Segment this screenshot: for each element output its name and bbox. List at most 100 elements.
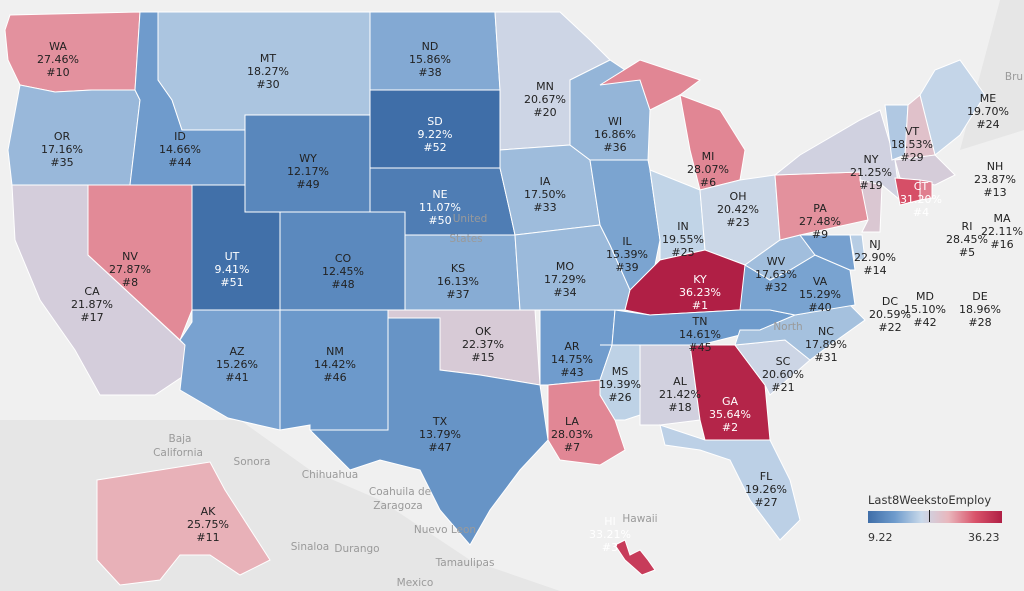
state-label-tx-rank: #47 [428,441,451,454]
geo-label: Bru [1005,71,1023,83]
state-ak[interactable] [96,461,271,586]
geo-label: Baja [169,433,192,445]
state-label-ia-pct: 17.50% [524,188,566,201]
state-al[interactable] [639,344,701,426]
geo-label: United [453,213,488,225]
state-label-az-rank: #41 [225,371,248,384]
state-label-de-pct: 18.96% [959,303,1001,316]
state-or[interactable] [7,84,141,186]
state-label-wy-pct: 12.17% [287,165,329,178]
state-label-il-abbr: IL [622,235,632,248]
geo-label: Chihuahua [302,469,358,481]
state-nc[interactable] [734,304,866,361]
state-label-nv-rank: #8 [122,276,138,289]
state-label-id-rank: #44 [168,156,191,169]
state-label-wv-abbr: WV [767,255,786,268]
state-label-ct-abbr: CT [914,180,929,193]
state-label-hi-pct: 33.21% [589,528,631,541]
state-label-ms-rank: #26 [608,391,631,404]
state-label-wy-rank: #49 [296,178,319,191]
state-nj[interactable] [859,179,883,233]
state-de[interactable] [849,234,866,261]
geo-label: Durango [334,543,379,555]
state-label-in-pct: 19.55% [662,233,704,246]
state-ny[interactable] [773,109,901,202]
state-label-co-abbr: CO [335,252,352,265]
state-label-il-rank: #39 [615,261,638,274]
state-label-ct-rank: #4 [913,206,929,219]
legend-min: 9.22 [868,531,893,544]
state-label-ma-abbr: MA [993,212,1010,225]
state-label-ks-rank: #37 [446,288,469,301]
state-label-wi-pct: 16.86% [594,128,636,141]
state-label-oh-rank: #23 [726,216,749,229]
state-label-wa-rank: #10 [46,66,69,79]
state-label-nc-rank: #31 [814,351,837,364]
legend-gradient [868,511,1002,523]
state-label-vt-rank: #29 [900,151,923,164]
state-label-sd-rank: #52 [423,141,446,154]
geo-label: Sonora [234,456,271,468]
state-label-co-pct: 12.45% [322,265,364,278]
legend-marker [929,510,930,522]
state-wa[interactable] [4,11,141,93]
state-fl[interactable] [659,424,801,541]
state-label-mo-rank: #34 [553,286,576,299]
state-label-ny-pct: 21.25% [850,166,892,179]
state-label-sc-pct: 20.60% [762,368,804,381]
state-label-ks-pct: 16.13% [437,275,479,288]
state-label-oh-pct: 20.42% [717,203,759,216]
state-label-ar-rank: #43 [560,366,583,379]
state-label-dc-rank: #22 [878,321,901,334]
state-wi[interactable] [569,59,651,161]
state-label-nj-pct: 22.90% [854,251,896,264]
state-label-dc-abbr: DC [882,295,898,308]
state-label-id-abbr: ID [174,130,186,143]
state-label-nv-pct: 27.87% [109,263,151,276]
state-label-mi-pct: 28.07% [687,163,729,176]
state-label-ia-rank: #33 [533,201,556,214]
state-label-la-rank: #7 [564,441,580,454]
state-label-ut-rank: #51 [220,276,243,289]
state-ct[interactable] [894,177,921,206]
state-label-ca-pct: 21.87% [71,298,113,311]
state-label-ga-pct: 35.64% [709,408,751,421]
state-label-dc-pct: 20.59% [869,308,911,321]
state-label-mt-pct: 18.27% [247,65,289,78]
state-label-ga-abbr: GA [722,395,739,408]
state-hi[interactable] [614,539,656,576]
state-label-wa-pct: 27.46% [37,53,79,66]
state-label-nm-pct: 14.42% [314,358,356,371]
state-label-mn-rank: #20 [533,106,556,119]
state-label-la-abbr: LA [565,415,579,428]
state-label-mo-abbr: MO [556,260,574,273]
state-label-tx-abbr: TX [432,415,448,428]
state-label-ny-rank: #19 [859,179,882,192]
state-label-co-rank: #48 [331,278,354,291]
state-label-mo-pct: 17.29% [544,273,586,286]
state-label-nj-abbr: NJ [869,238,880,251]
state-label-wy-abbr: WY [299,152,317,165]
state-tx[interactable] [308,317,549,546]
state-label-ny-abbr: NY [864,153,879,166]
state-label-nh-abbr: NH [987,160,1004,173]
state-label-or-abbr: OR [54,130,71,143]
state-label-wi-abbr: WI [608,115,622,128]
state-label-ne-abbr: NE [432,188,447,201]
state-label-nm-abbr: NM [326,345,344,358]
state-label-az-pct: 15.26% [216,358,258,371]
state-label-pa-rank: #9 [812,228,828,241]
state-label-ut-pct: 9.41% [215,263,250,276]
state-label-tx-pct: 13.79% [419,428,461,441]
state-ma[interactable] [894,154,956,186]
color-legend: Last8WeekstoEmploy 9.22 36.23 [868,493,1008,544]
state-label-wi-rank: #36 [603,141,626,154]
state-label-fl-abbr: FL [760,470,773,483]
state-label-vt-pct: 18.53% [891,138,933,151]
state-md[interactable] [799,234,856,271]
state-label-ok-rank: #15 [471,351,494,364]
state-label-ne-rank: #50 [428,214,451,227]
legend-title: Last8WeekstoEmploy [868,493,992,507]
geo-label: California [153,447,203,459]
